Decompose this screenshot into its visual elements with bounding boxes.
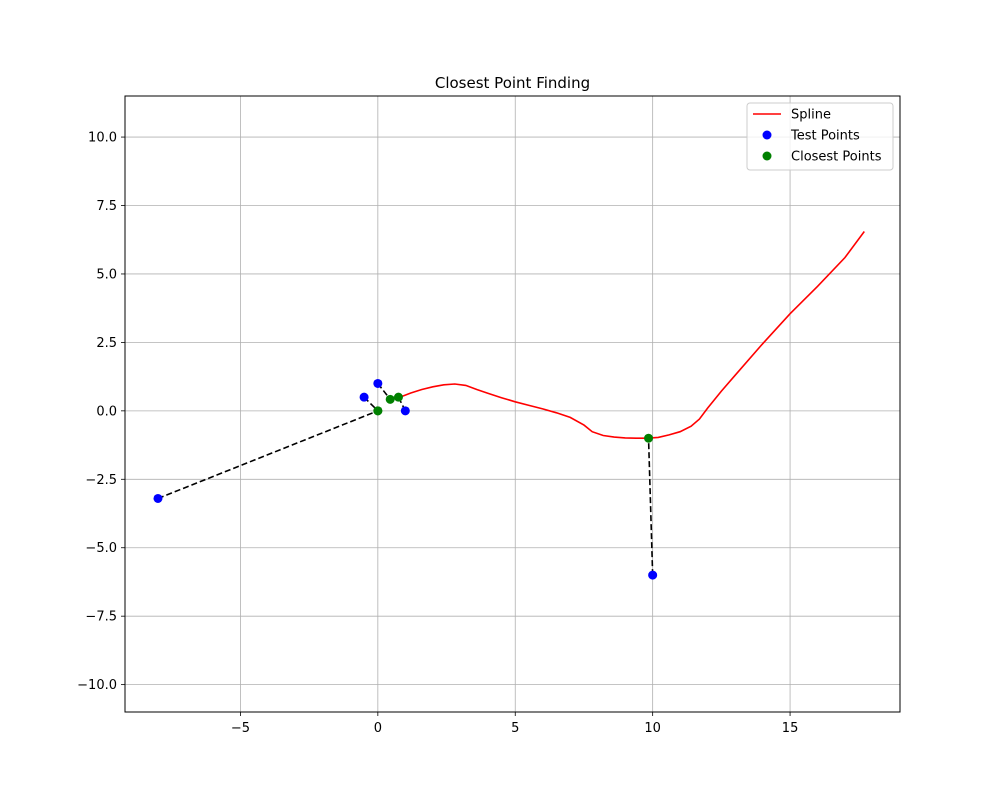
- y-tick-label: −7.5: [85, 610, 117, 625]
- test-point: [153, 493, 163, 503]
- plot-data: [153, 231, 865, 580]
- spline-line: [388, 231, 865, 439]
- x-tick-label: 0: [374, 721, 382, 736]
- x-tick-label: −5: [231, 721, 250, 736]
- closest-point: [385, 394, 395, 404]
- connector-line: [647, 438, 654, 576]
- legend: Spline Test Points Closest Points: [746, 102, 894, 171]
- legend-closest-swatch: [762, 151, 772, 161]
- y-tick-label: 10.0: [88, 131, 117, 146]
- axis-ticks: −5 0 5 10 15 −10.0 −7.5 −5.0 −2.5 0.0 2.5 5.0 7.5 10.…: [77, 131, 798, 736]
- y-tick-label: 7.5: [96, 199, 117, 214]
- closest-point: [393, 392, 403, 402]
- y-tick-label: 2.5: [96, 336, 117, 351]
- grid: [125, 96, 900, 712]
- x-tick-label: 5: [511, 721, 519, 736]
- closest-point: [644, 433, 654, 443]
- legend-spline-label: Spline: [791, 108, 831, 123]
- axes-frame: [124, 95, 901, 713]
- legend-closest-label: Closest Points: [791, 150, 882, 165]
- test-point: [373, 378, 383, 388]
- legend-box: [746, 102, 894, 171]
- test-point: [400, 406, 410, 416]
- y-tick-label: 0.0: [96, 404, 117, 419]
- legend-test-label: Test Points: [790, 129, 860, 144]
- closest-point: [373, 406, 383, 416]
- y-tick-label: −2.5: [85, 473, 117, 488]
- y-tick-label: −10.0: [77, 678, 117, 693]
- y-tick-label: 5.0: [96, 267, 117, 282]
- y-tick-label: −5.0: [85, 541, 117, 556]
- chart-title: Closest Point Finding: [435, 74, 590, 92]
- test-point: [648, 570, 658, 580]
- test-point: [359, 392, 369, 402]
- legend-test-swatch: [762, 130, 772, 140]
- connector-line: [157, 410, 379, 500]
- x-tick-label: 10: [644, 721, 661, 736]
- x-tick-label: 15: [782, 721, 799, 736]
